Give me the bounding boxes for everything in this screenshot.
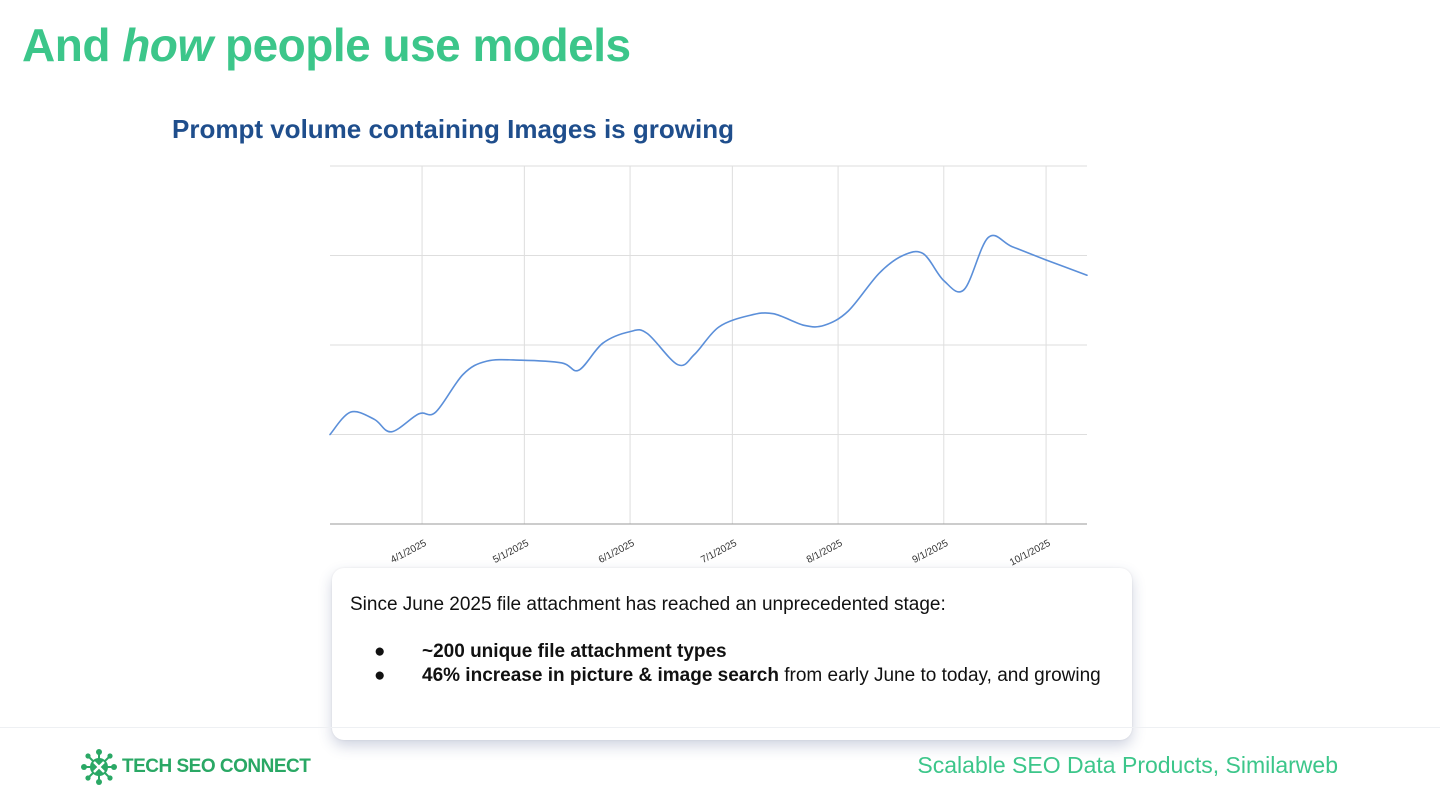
x-tick-label: 4/1/2025 [389, 538, 429, 566]
x-tick-label: 8/1/2025 [805, 538, 845, 566]
line-chart: 4/1/2025 5/1/2025 6/1/2025 7/1/2025 8/1/2025… [329, 165, 1088, 569]
vertical-gridlines [421, 166, 1047, 524]
footer-credit: Scalable SEO Data Products, Similarweb [917, 752, 1338, 778]
slide-title-prefix: And [22, 19, 123, 71]
x-tick-label: 5/1/2025 [491, 538, 531, 566]
x-tick-label: 6/1/2025 [597, 538, 637, 566]
bullet-bold-text: 46% increase in picture & image search [422, 665, 779, 686]
bullet-glyph: ● [374, 641, 386, 662]
series-line [329, 234, 1088, 436]
insight-list: ● ~200 unique file attachment types ● 46… [350, 640, 1114, 688]
slide-title-suffix: people use models [212, 19, 631, 71]
x-tick-label: 9/1/2025 [911, 538, 951, 566]
footer-divider [0, 727, 1440, 728]
x-tick-label: 10/1/2025 [1008, 538, 1053, 569]
network-logo-icon [81, 749, 117, 785]
list-item: ● 46% increase in picture & image search… [350, 664, 1114, 688]
insight-card: Since June 2025 file attachment has reac… [332, 568, 1132, 740]
bullet-bold-text: ~200 unique file attachment types [422, 641, 727, 662]
logo-text: TECH SEO CONNECT [122, 756, 311, 777]
list-item: ● ~200 unique file attachment types [350, 640, 1114, 664]
insight-intro: Since June 2025 file attachment has reac… [350, 594, 946, 615]
slide-title: And how people use models [22, 18, 631, 72]
x-tick-label: 7/1/2025 [699, 538, 739, 566]
x-tick-labels: 4/1/2025 5/1/2025 6/1/2025 7/1/2025 8/1/2025… [389, 538, 1053, 569]
bullet-text: from early June to today, and growing [778, 665, 1101, 686]
chart-title: Prompt volume containing Images is growi… [172, 114, 734, 144]
horizontal-gridlines [330, 165, 1087, 435]
bullet-glyph: ● [374, 665, 386, 686]
tech-seo-connect-logo: TECH SEO CONNECT [80, 748, 311, 786]
slide-title-emphasis: how [122, 19, 213, 71]
